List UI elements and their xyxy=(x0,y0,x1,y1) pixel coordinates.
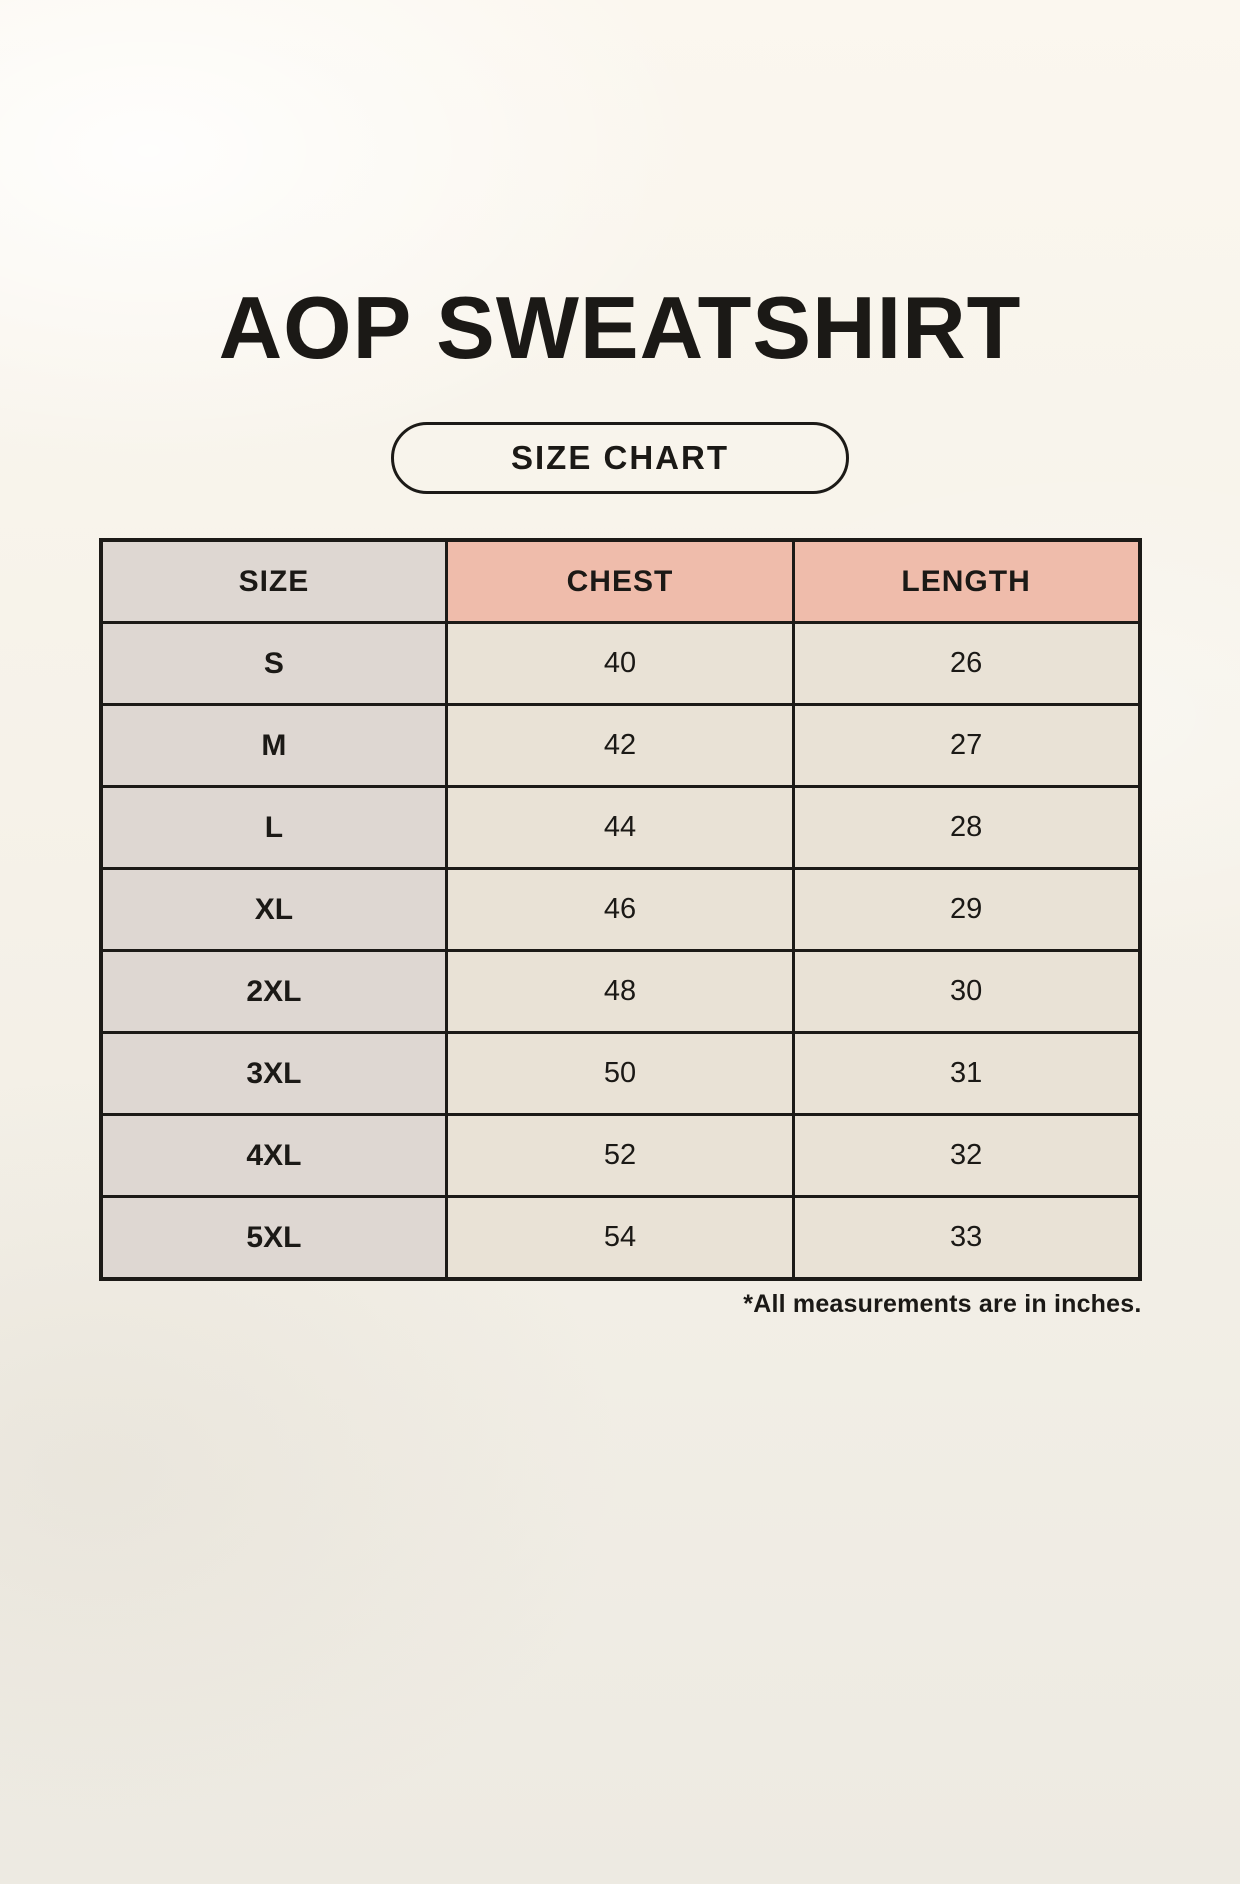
length-value-cell: 29 xyxy=(791,867,1142,952)
chest-value-cell: 50 xyxy=(445,1031,795,1116)
chest-value-cell: 42 xyxy=(445,703,795,788)
table-row: 5XL 54 33 xyxy=(98,1195,1142,1281)
column-header-chest: CHEST xyxy=(445,538,795,624)
chest-value-cell: 46 xyxy=(445,867,795,952)
chest-value-cell: 44 xyxy=(445,785,795,870)
chest-value-cell: 48 xyxy=(445,949,795,1034)
size-chart-page: AOP SWEATSHIRT SIZE CHART SIZE CHEST LEN… xyxy=(0,284,1240,1319)
size-label-cell: XL xyxy=(98,867,449,952)
length-value-cell: 32 xyxy=(791,1113,1142,1198)
chest-value-cell: 52 xyxy=(445,1113,795,1198)
table-row: 3XL 50 31 xyxy=(98,1031,1142,1116)
table-row: M 42 27 xyxy=(98,703,1142,788)
size-label-cell: 2XL xyxy=(98,949,449,1034)
table-row: 4XL 52 32 xyxy=(98,1113,1142,1198)
size-label-cell: 3XL xyxy=(98,1031,449,1116)
size-label-cell: L xyxy=(98,785,449,870)
table-row: 2XL 48 30 xyxy=(98,949,1142,1034)
table-row: S 40 26 xyxy=(98,621,1142,706)
size-chart-badge: SIZE CHART xyxy=(391,422,849,494)
column-header-length: LENGTH xyxy=(791,538,1142,624)
size-label-cell: S xyxy=(98,621,449,706)
size-label-cell: 4XL xyxy=(98,1113,449,1198)
column-header-size: SIZE xyxy=(98,538,449,624)
size-table: SIZE CHEST LENGTH S 40 26 M 42 27 L 44 2… xyxy=(98,538,1142,1281)
length-value-cell: 31 xyxy=(791,1031,1142,1116)
chest-value-cell: 54 xyxy=(445,1195,795,1281)
header-row: SIZE CHEST LENGTH xyxy=(98,538,1142,624)
table-row: XL 46 29 xyxy=(98,867,1142,952)
length-value-cell: 33 xyxy=(791,1195,1142,1281)
chest-value-cell: 40 xyxy=(445,621,795,706)
length-value-cell: 26 xyxy=(791,621,1142,706)
length-value-cell: 30 xyxy=(791,949,1142,1034)
size-table-body: S 40 26 M 42 27 L 44 28 XL 46 29 2XL 48 … xyxy=(98,621,1142,1281)
size-label-cell: 5XL xyxy=(98,1195,449,1281)
size-table-header: SIZE CHEST LENGTH xyxy=(98,538,1142,624)
table-row: L 44 28 xyxy=(98,785,1142,870)
page-title: AOP SWEATSHIRT xyxy=(218,278,1022,377)
size-label-cell: M xyxy=(98,703,449,788)
size-chart-badge-label: SIZE CHART xyxy=(511,439,729,476)
length-value-cell: 28 xyxy=(791,785,1142,870)
measurement-footnote: *All measurements are in inches. xyxy=(743,1290,1142,1318)
length-value-cell: 27 xyxy=(791,703,1142,788)
